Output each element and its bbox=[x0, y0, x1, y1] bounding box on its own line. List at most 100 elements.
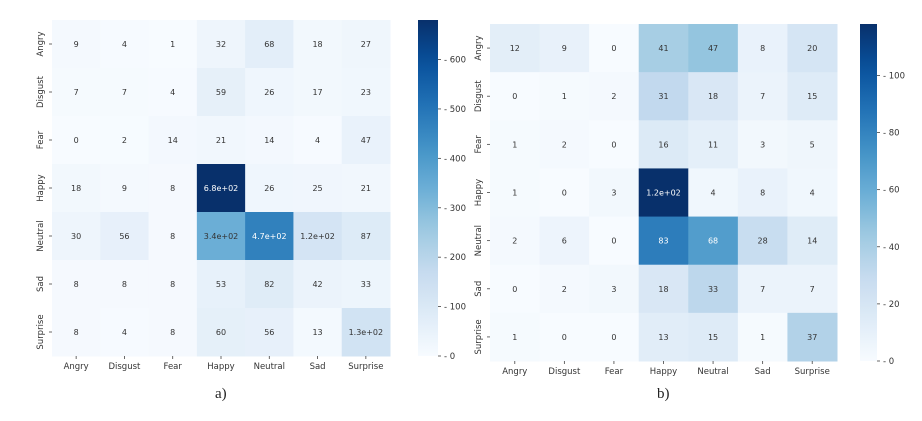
heatmap-cell bbox=[638, 72, 689, 121]
cell-value-label: 0 bbox=[611, 333, 616, 342]
cell-value-label: 60 bbox=[216, 328, 226, 337]
heatmap-cell bbox=[293, 260, 343, 309]
cell-value-label: 8 bbox=[170, 328, 175, 337]
colorbar-tick-label: - 500 bbox=[444, 105, 466, 115]
cell-value-label: 87 bbox=[361, 232, 371, 241]
cell-value-label: 4 bbox=[315, 136, 320, 145]
heatmap-cell bbox=[52, 260, 101, 309]
cell-value-label: 1.3e+02 bbox=[349, 328, 384, 337]
x-tick-label: Fear bbox=[605, 367, 624, 377]
cell-value-label: 21 bbox=[361, 184, 371, 193]
caption-a: a) bbox=[215, 386, 227, 402]
heatmap-cell bbox=[787, 264, 838, 314]
heatmap-cell bbox=[589, 312, 640, 362]
heatmap-cell bbox=[148, 116, 198, 165]
y-tick-label: Sad bbox=[474, 281, 484, 297]
cell-value-label: 47 bbox=[708, 44, 718, 53]
cell-value-label: 2 bbox=[562, 285, 567, 294]
cell-value-label: 0 bbox=[562, 189, 567, 198]
heatmap-cell bbox=[100, 212, 150, 261]
heatmap-cell bbox=[688, 312, 739, 362]
caption-b: b) bbox=[657, 386, 670, 402]
colorbar-tick-label: - 40 bbox=[883, 243, 900, 253]
cell-value-label: 3 bbox=[760, 140, 765, 149]
heatmap-cell bbox=[245, 68, 294, 117]
cell-value-label: 7 bbox=[74, 88, 79, 97]
cell-value-label: 23 bbox=[361, 88, 371, 97]
x-tick-label: Surprise bbox=[795, 367, 830, 377]
y-tick-label: Surprise bbox=[36, 314, 46, 349]
colorbar bbox=[418, 20, 438, 356]
heatmap-cell bbox=[341, 308, 391, 357]
colorbar-tick-label: - 200 bbox=[444, 253, 466, 263]
colorbar-tick-label: - 80 bbox=[883, 129, 900, 139]
heatmap-cell bbox=[589, 216, 640, 266]
heatmap-cell bbox=[293, 164, 343, 213]
cell-value-label: 21 bbox=[216, 136, 226, 145]
heatmap-cell bbox=[341, 260, 391, 309]
cell-value-label: 18 bbox=[708, 92, 718, 101]
heatmap-cell bbox=[100, 308, 150, 357]
cell-value-label: 4 bbox=[810, 189, 815, 198]
heatmap-cell bbox=[245, 212, 294, 261]
heatmap-cell bbox=[293, 308, 343, 357]
heatmap-cell bbox=[688, 264, 739, 314]
heatmap-cell bbox=[787, 216, 838, 266]
cell-value-label: 1 bbox=[512, 140, 517, 149]
heatmap-cell bbox=[737, 312, 788, 362]
colorbar-tick-label: - 400 bbox=[444, 154, 466, 164]
cell-value-label: 3.4e+02 bbox=[204, 232, 239, 241]
heatmap-cell bbox=[148, 212, 198, 261]
x-tick-label: Disgust bbox=[108, 362, 141, 372]
heatmap-cell bbox=[148, 20, 198, 69]
heatmap-cell bbox=[638, 264, 689, 314]
heatmap-cell bbox=[490, 72, 541, 121]
cell-value-label: 42 bbox=[312, 280, 322, 289]
cell-value-label: 53 bbox=[216, 280, 226, 289]
cell-value-label: 4 bbox=[170, 88, 175, 97]
heatmap-cell bbox=[688, 216, 739, 266]
cell-value-label: 68 bbox=[264, 40, 274, 49]
colorbar-tick-label: - 600 bbox=[444, 56, 466, 66]
cell-value-label: 27 bbox=[361, 40, 371, 49]
heatmap-cell bbox=[148, 308, 198, 357]
cell-value-label: 41 bbox=[658, 44, 668, 53]
heatmap-cell bbox=[293, 20, 343, 69]
y-tick-label: Neutral bbox=[36, 220, 46, 251]
cell-value-label: 0 bbox=[562, 333, 567, 342]
cell-value-label: 18 bbox=[71, 184, 81, 193]
cell-value-label: 4 bbox=[122, 328, 127, 337]
heatmap-cell bbox=[737, 24, 788, 73]
heatmap-cell bbox=[341, 164, 391, 213]
heatmap-cell bbox=[196, 68, 246, 117]
heatmap-cell bbox=[638, 312, 689, 362]
cell-value-label: 7 bbox=[760, 285, 765, 294]
heatmap-cell bbox=[589, 24, 640, 73]
cell-value-label: 68 bbox=[708, 237, 718, 246]
cell-value-label: 0 bbox=[611, 140, 616, 149]
heatmap-cell bbox=[293, 68, 343, 117]
y-tick-label: Surprise bbox=[474, 319, 484, 354]
heatmap-cell bbox=[787, 312, 838, 362]
heatmap-cell bbox=[245, 20, 294, 69]
heatmap-cell bbox=[539, 216, 590, 266]
cell-value-label: 47 bbox=[361, 136, 371, 145]
cell-value-label: 83 bbox=[658, 237, 668, 246]
cell-value-label: 2 bbox=[122, 136, 127, 145]
cell-value-label: 6 bbox=[562, 237, 567, 246]
y-tick-label: Angry bbox=[36, 31, 46, 56]
heatmap-cell bbox=[787, 120, 838, 169]
heatmap-cell bbox=[589, 264, 640, 314]
cell-value-label: 7 bbox=[122, 88, 127, 97]
heatmap-cell bbox=[148, 164, 198, 213]
cell-value-label: 31 bbox=[658, 92, 668, 101]
cell-value-label: 8 bbox=[122, 280, 127, 289]
cell-value-label: 56 bbox=[119, 232, 129, 241]
heatmap-cell bbox=[341, 116, 391, 165]
cell-value-label: 3 bbox=[611, 285, 616, 294]
heatmap-b: 12 9 0 41 47 8 200 1 2 31 18 7 151 2 0 16 11 3 51 0 3 1.2e+02… bbox=[474, 24, 905, 377]
heatmap-cell bbox=[638, 24, 689, 73]
heatmap-cell bbox=[737, 216, 788, 266]
cell-value-label: 8 bbox=[74, 280, 79, 289]
